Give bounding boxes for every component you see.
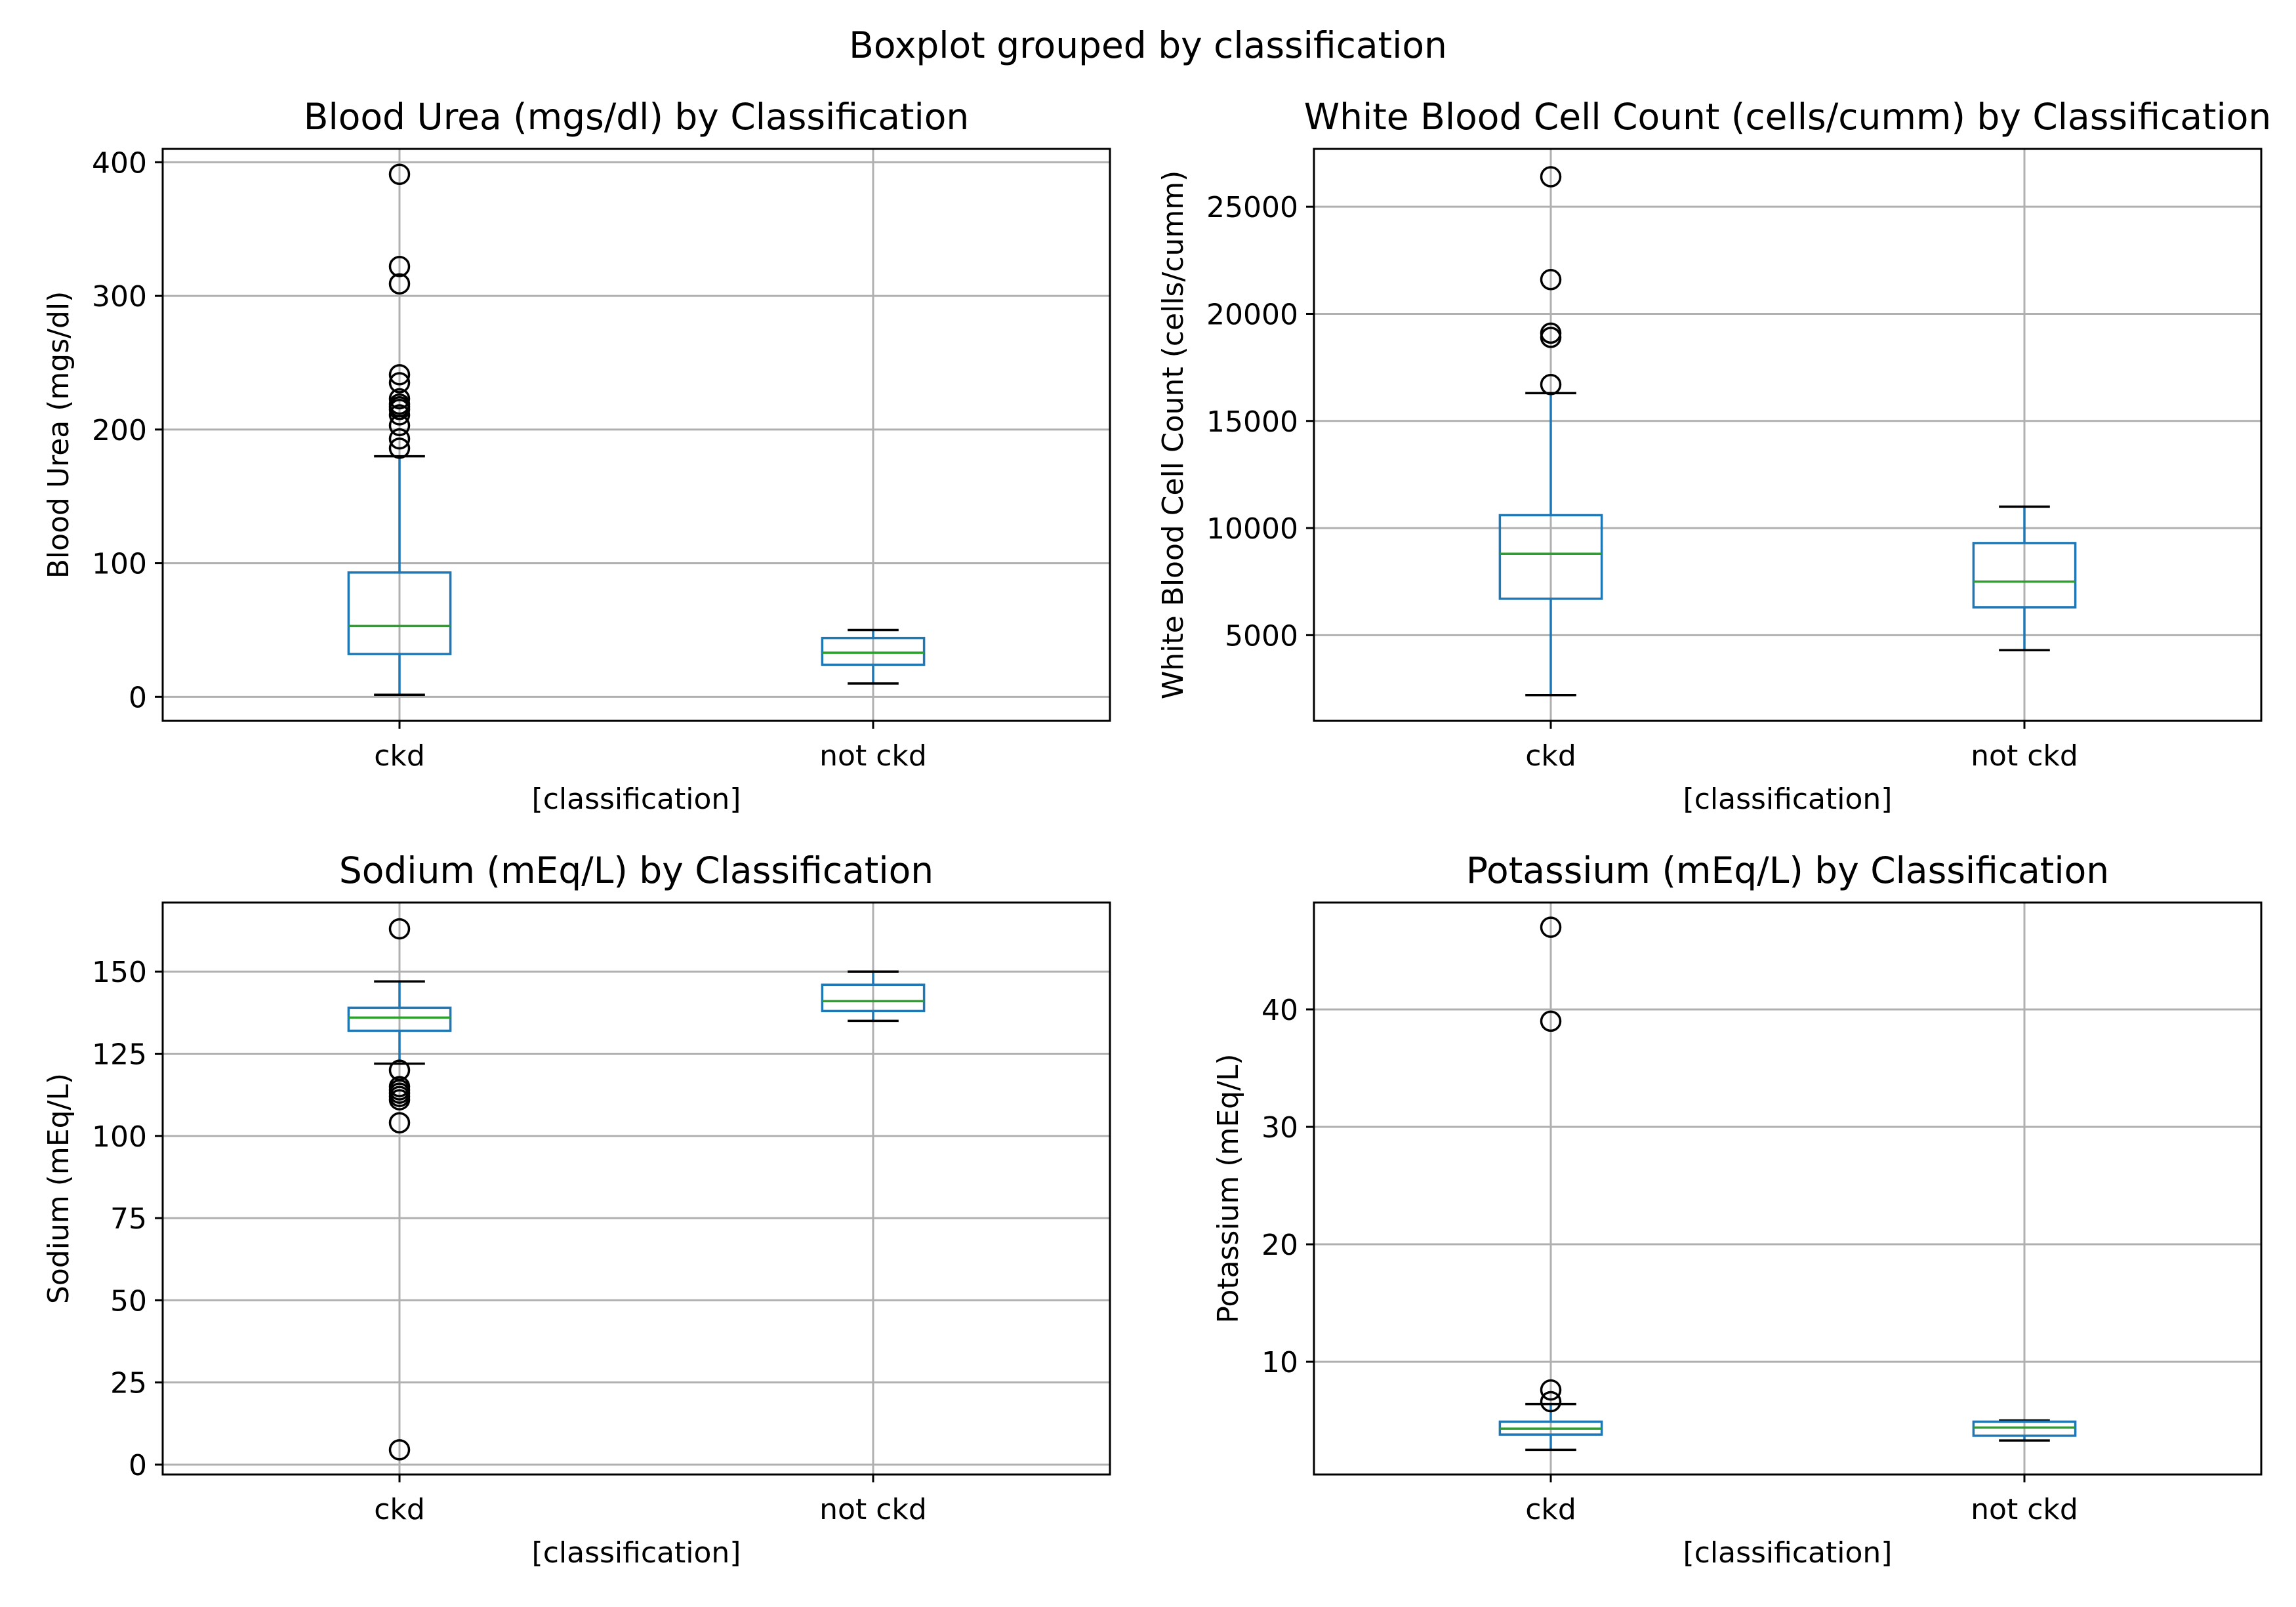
outlier-point <box>388 399 411 420</box>
y-axis-label: Potassium (mEq/L) <box>1212 1053 1245 1323</box>
outlier-point <box>1540 327 1562 348</box>
subplot-title: Sodium (mEq/L) by Classification <box>339 849 933 891</box>
outlier-point <box>388 428 411 450</box>
y-tick-label: 150 <box>92 956 147 989</box>
x-axis-label: [classification] <box>1683 1536 1893 1570</box>
x-axis-label: [classification] <box>532 1536 741 1570</box>
y-axis-label: Sodium (mEq/L) <box>42 1073 75 1304</box>
outlier-point <box>1540 374 1562 396</box>
axes-frame <box>161 901 1111 1476</box>
subplot-2: 5000 10000 15000 20000 25000 ckd not ckd White … <box>1157 96 2271 816</box>
subplot-3: 0 25 50 75 100 125 150 ckd not ckd Sodium (mEq/L)… <box>42 849 1111 1570</box>
iqr-box <box>821 636 926 666</box>
outlier-point <box>388 415 411 436</box>
x-tick-label: ckd <box>374 1493 425 1526</box>
axes-frame <box>1313 148 2263 722</box>
y-axis-label: White Blood Cell Count (cells/cumm) <box>1157 171 1190 700</box>
outlier-point <box>388 256 411 277</box>
subplot-4: 10 20 30 40 ckd not ckd Potassium (mEq/L) by C… <box>1212 849 2263 1570</box>
y-tick-label: 200 <box>92 414 147 447</box>
y-tick-label: 30 <box>1261 1111 1298 1145</box>
subplot-title: Blood Urea (mgs/dl) by Classification <box>304 96 970 138</box>
subplot-title: White Blood Cell Count (cells/cumm) by C… <box>1304 96 2272 138</box>
y-tick-label: 5000 <box>1225 619 1298 653</box>
y-tick-label: 300 <box>92 280 147 314</box>
box-not-ckd <box>1972 1419 2077 1442</box>
y-tick-label: 100 <box>92 548 147 581</box>
box-not-ckd <box>821 970 926 1023</box>
y-axis-label: Blood Urea (mgs/dl) <box>42 291 75 579</box>
x-tick-label: not ckd <box>819 739 927 773</box>
iqr-box <box>1972 1420 2077 1437</box>
y-tick-label: 20000 <box>1206 298 1298 331</box>
axes-frame <box>1313 901 2263 1476</box>
outlier-point <box>1540 268 1562 291</box>
iqr-box <box>1498 514 1603 600</box>
y-tick-label: 25000 <box>1206 191 1298 224</box>
figure-suptitle: Boxplot grouped by classification <box>849 24 1447 66</box>
y-tick-label: 0 <box>129 1449 147 1482</box>
iqr-box <box>347 571 452 655</box>
x-tick-label: ckd <box>1525 739 1576 773</box>
outlier-point <box>388 918 411 940</box>
outlier-point <box>1540 916 1562 938</box>
outlier-point <box>388 163 411 185</box>
box-not-ckd <box>1972 505 2077 651</box>
box-ckd <box>1498 166 1603 697</box>
y-tick-label: 15000 <box>1206 405 1298 439</box>
y-tick-label: 20 <box>1261 1229 1298 1262</box>
y-tick-label: 50 <box>110 1284 147 1318</box>
outlier-point <box>388 273 411 295</box>
outlier-point <box>1540 1391 1562 1413</box>
x-tick-label: ckd <box>374 739 425 773</box>
subplot-1: 0 100 200 300 400 ckd not ckd Blood Urea (mgs/d… <box>42 96 1111 816</box>
outlier-point <box>388 1439 411 1461</box>
subplot-title: Potassium (mEq/L) by Classification <box>1466 849 2109 891</box>
y-tick-label: 25 <box>110 1367 147 1400</box>
axes-frame <box>161 148 1111 722</box>
outlier-point <box>388 404 411 426</box>
x-tick-label: ckd <box>1525 1493 1576 1526</box>
box-ckd <box>347 163 452 697</box>
x-tick-label: not ckd <box>1971 1493 2078 1526</box>
y-tick-label: 125 <box>92 1038 147 1072</box>
y-tick-label: 0 <box>129 681 147 714</box>
outlier-point <box>388 388 411 410</box>
outlier-point <box>388 372 411 394</box>
outlier-point <box>388 364 411 386</box>
y-tick-label: 75 <box>110 1202 147 1236</box>
y-tick-label: 400 <box>92 146 147 180</box>
y-tick-label: 10 <box>1261 1346 1298 1379</box>
outlier-point <box>388 437 411 459</box>
y-tick-label: 100 <box>92 1120 147 1154</box>
y-tick-label: 40 <box>1261 994 1298 1027</box>
outlier-point <box>1540 1010 1562 1032</box>
iqr-box <box>1972 542 2077 609</box>
x-axis-label: [classification] <box>532 783 741 816</box>
box-ckd <box>347 918 452 1461</box>
x-axis-label: [classification] <box>1683 783 1893 816</box>
x-tick-label: not ckd <box>1971 739 2078 773</box>
outlier-point <box>1540 166 1562 188</box>
outlier-point <box>388 1089 411 1110</box>
box-not-ckd <box>821 628 926 685</box>
box-ckd <box>1498 916 1603 1452</box>
y-tick-label: 10000 <box>1206 512 1298 546</box>
x-tick-label: not ckd <box>819 1493 927 1526</box>
iqr-box <box>347 1006 452 1032</box>
iqr-box <box>821 983 926 1013</box>
outlier-point <box>1540 1379 1562 1401</box>
outlier-point <box>388 1112 411 1134</box>
